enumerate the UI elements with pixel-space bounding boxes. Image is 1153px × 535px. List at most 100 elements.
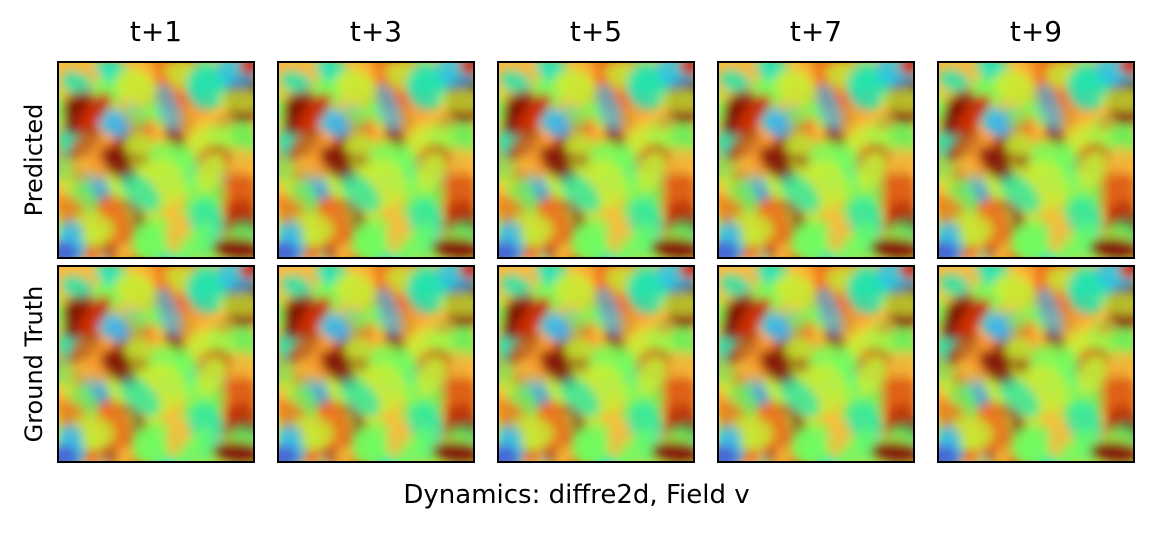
field-blob [375,83,402,133]
field-blob [130,303,161,333]
field-blob [218,89,253,113]
field-blob [340,172,381,213]
field-panel [497,265,695,463]
field-blob [114,272,157,307]
field-blob [679,63,693,75]
field-blob [130,99,161,129]
field-blob [650,441,693,461]
field-blob [939,272,970,296]
field-blob [334,273,377,308]
field-blob [291,132,335,182]
field-blob [239,63,253,75]
field-blob [953,133,996,182]
field-blob [774,242,792,257]
field-blob [555,446,572,461]
field-blob [75,295,112,338]
field-blob [123,337,152,361]
field-blob [564,337,593,361]
field-blob [857,356,887,393]
field-blob [81,225,104,248]
field-blob [999,173,1041,214]
field-blob [939,68,970,92]
field-blob [837,223,877,257]
field-panel [717,265,915,463]
field-blob [939,154,957,189]
field-blob [60,274,93,298]
column-title: t+1 [129,15,183,48]
field-heatmap [499,267,693,461]
field-blob [899,63,913,75]
field-blob [1070,274,1102,297]
field-blob [408,71,441,95]
field-blob [59,445,79,461]
field-blob [213,370,253,422]
field-blob [295,296,332,338]
field-blob [155,287,181,337]
field-blob [155,83,181,133]
field-blob [1004,337,1033,361]
field-blob [187,276,220,299]
field-heatmap [719,63,913,257]
field-blob [569,99,600,129]
field-heatmap [499,63,693,257]
field-blob [1013,423,1059,457]
field-panel [57,265,255,463]
column-title: t+3 [349,15,403,48]
field-blob [81,429,104,452]
field-blob [837,427,877,461]
field-blob [196,357,227,394]
field-blob [349,99,381,129]
field-blobs [719,63,913,257]
field-blob [872,166,913,217]
field-blob [595,83,622,133]
field-panel [277,265,475,463]
field-blob [439,89,473,113]
field-blob [849,274,882,298]
field-blob [899,267,913,279]
field-blob [882,350,913,377]
field-blob [431,441,473,461]
field-blob [512,132,555,182]
field-blob [196,153,226,190]
field-blob [279,156,299,191]
field-blob [959,225,981,248]
field-blob [636,356,667,393]
field-blob [515,92,551,135]
field-panel [937,61,1135,259]
field-panel [497,61,695,259]
field-blob [616,427,656,461]
field-blob [499,360,519,394]
field-blob [1004,133,1033,157]
field-blob [1092,369,1133,421]
field-heatmap [939,63,1133,257]
field-blob [499,241,519,257]
field-blob [732,336,776,386]
field-blob [335,446,353,461]
field-blob [660,88,693,113]
field-blob [334,69,377,104]
field-blob [279,445,299,461]
field-blob [650,237,693,257]
field-blob [1089,441,1133,461]
field-blob [629,71,661,94]
field-blob [431,237,473,257]
field-blob [59,241,79,257]
field-heatmap [59,267,253,461]
field-blob [719,273,751,297]
field-blob [175,222,215,257]
field-blobs [939,267,1133,461]
field-blob [114,69,158,103]
field-blob [719,445,739,461]
field-blob [849,70,882,94]
field-heatmap [939,267,1133,461]
field-blob [978,146,1015,183]
field-blob [880,88,913,113]
field-blob [520,225,543,248]
field-blob [732,133,776,182]
field-blob [291,336,334,385]
field-blob [780,173,821,213]
field-blob [1102,146,1133,173]
field-blob [212,441,253,461]
field-blob [520,429,543,452]
